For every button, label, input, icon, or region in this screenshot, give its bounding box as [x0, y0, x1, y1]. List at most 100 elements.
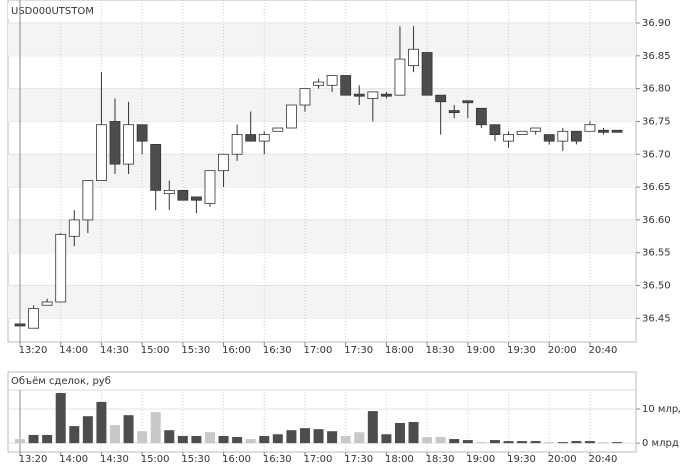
- candle-body: [272, 127, 284, 132]
- candle-body: [68, 219, 80, 237]
- volume-bar: [503, 441, 514, 444]
- candle-body: [313, 81, 324, 86]
- x-tick-label: 16:30: [263, 345, 292, 356]
- x-tick-label: 13:20: [19, 345, 48, 356]
- candle-body: [55, 233, 67, 303]
- volume-bar: [245, 439, 256, 444]
- grid-band: [8, 88, 636, 122]
- volume-bar: [137, 431, 148, 444]
- volume-bar: [232, 437, 243, 444]
- candle-body: [41, 301, 53, 306]
- volume-bar: [286, 430, 297, 444]
- x-tick-label: 14:00: [59, 345, 88, 356]
- y-tick-label: 36.80: [642, 84, 671, 95]
- y-tick-label: 0 млрд: [642, 438, 679, 449]
- volume-bar: [150, 412, 161, 444]
- volume-bar: [476, 442, 487, 444]
- candle-body: [299, 88, 311, 106]
- candle-body: [231, 134, 243, 155]
- grid-band: [8, 22, 636, 56]
- volume-bar: [96, 401, 107, 444]
- candle-body: [421, 52, 433, 96]
- candle-body: [584, 124, 596, 132]
- volume-bar: [15, 439, 25, 444]
- x-tick-label: 16:00: [222, 345, 251, 356]
- x-tick-label: 16:00: [222, 454, 251, 465]
- volume-bar: [28, 434, 39, 444]
- x-tick-label: 18:00: [385, 454, 414, 465]
- candle-body: [96, 124, 107, 181]
- volume-bar: [584, 441, 595, 444]
- backgrounds: [8, 0, 636, 452]
- x-tick-label: 20:00: [548, 345, 577, 356]
- x-tick-label: 19:00: [466, 454, 495, 465]
- candle-body: [82, 180, 94, 221]
- y-tick-label: 36.45: [642, 313, 671, 324]
- volume-bar: [272, 434, 283, 444]
- x-tick-label: 14:00: [59, 454, 88, 465]
- candle-body: [285, 104, 297, 129]
- x-tick-label: 20:00: [548, 454, 577, 465]
- x-tick-label: 19:00: [466, 345, 495, 356]
- y-tick-label: 36.55: [642, 248, 671, 259]
- candle-body: [503, 134, 514, 142]
- candle-body: [530, 127, 542, 132]
- y-tick-label: 36.85: [642, 51, 671, 62]
- candle-body: [448, 110, 460, 113]
- candle-body: [150, 144, 162, 191]
- volume-bar: [435, 437, 446, 444]
- volume-title: Объём сделок, руб: [11, 376, 111, 387]
- candle-body: [611, 129, 623, 133]
- volume-bar: [571, 441, 582, 444]
- x-tick-label: 19:30: [507, 454, 536, 465]
- volume-bar: [327, 431, 338, 444]
- volume-bar: [313, 429, 324, 444]
- chart-title: USD000UTSTOM: [11, 6, 94, 17]
- x-tick-label: 18:30: [426, 345, 455, 356]
- candle-body: [109, 121, 121, 165]
- volume-bar: [557, 442, 568, 444]
- candle-body: [380, 93, 392, 97]
- volume-bar: [422, 437, 433, 444]
- x-tick-label: 14:30: [100, 454, 129, 465]
- y-tick-label: 36.75: [642, 116, 671, 127]
- volume-bar: [544, 442, 555, 444]
- x-tick-label: 18:30: [426, 454, 455, 465]
- y-tick-label: 36.90: [642, 18, 671, 29]
- candle-body: [435, 94, 447, 103]
- candle-body: [258, 134, 270, 142]
- x-tick-label: 20:40: [589, 454, 618, 465]
- volume-bar: [42, 434, 53, 444]
- candle-body: [204, 170, 216, 204]
- candle-body: [462, 100, 474, 104]
- volume-bar: [55, 393, 66, 444]
- volume-bar: [354, 432, 365, 444]
- candle-body: [245, 134, 257, 142]
- candle-body: [177, 189, 189, 201]
- candle-body: [28, 308, 39, 329]
- x-tick-label: 17:30: [344, 454, 373, 465]
- candle-body: [123, 124, 134, 165]
- y-tick-label: 10 млрд: [642, 404, 680, 415]
- candle-body: [394, 58, 406, 96]
- y-tick-label: 36.65: [642, 182, 671, 193]
- volume-bar: [164, 430, 175, 444]
- volume-bar: [381, 434, 392, 444]
- x-tick-label: 17:00: [304, 345, 333, 356]
- volume-bar: [259, 435, 270, 444]
- volume-bar: [82, 416, 93, 444]
- candle-body: [353, 93, 365, 97]
- y-tick-label: 36.60: [642, 215, 671, 226]
- candle-body: [475, 107, 487, 126]
- volume-bar: [69, 426, 80, 444]
- volume-bar: [394, 423, 405, 444]
- candle-body: [543, 134, 555, 142]
- candle-body: [14, 323, 26, 327]
- x-tick-label: 20:40: [589, 345, 618, 356]
- y-tick-label: 36.70: [642, 149, 671, 160]
- candle-body: [218, 153, 229, 172]
- x-tick-label: 13:20: [19, 454, 48, 465]
- x-tick-label: 15:00: [141, 345, 170, 356]
